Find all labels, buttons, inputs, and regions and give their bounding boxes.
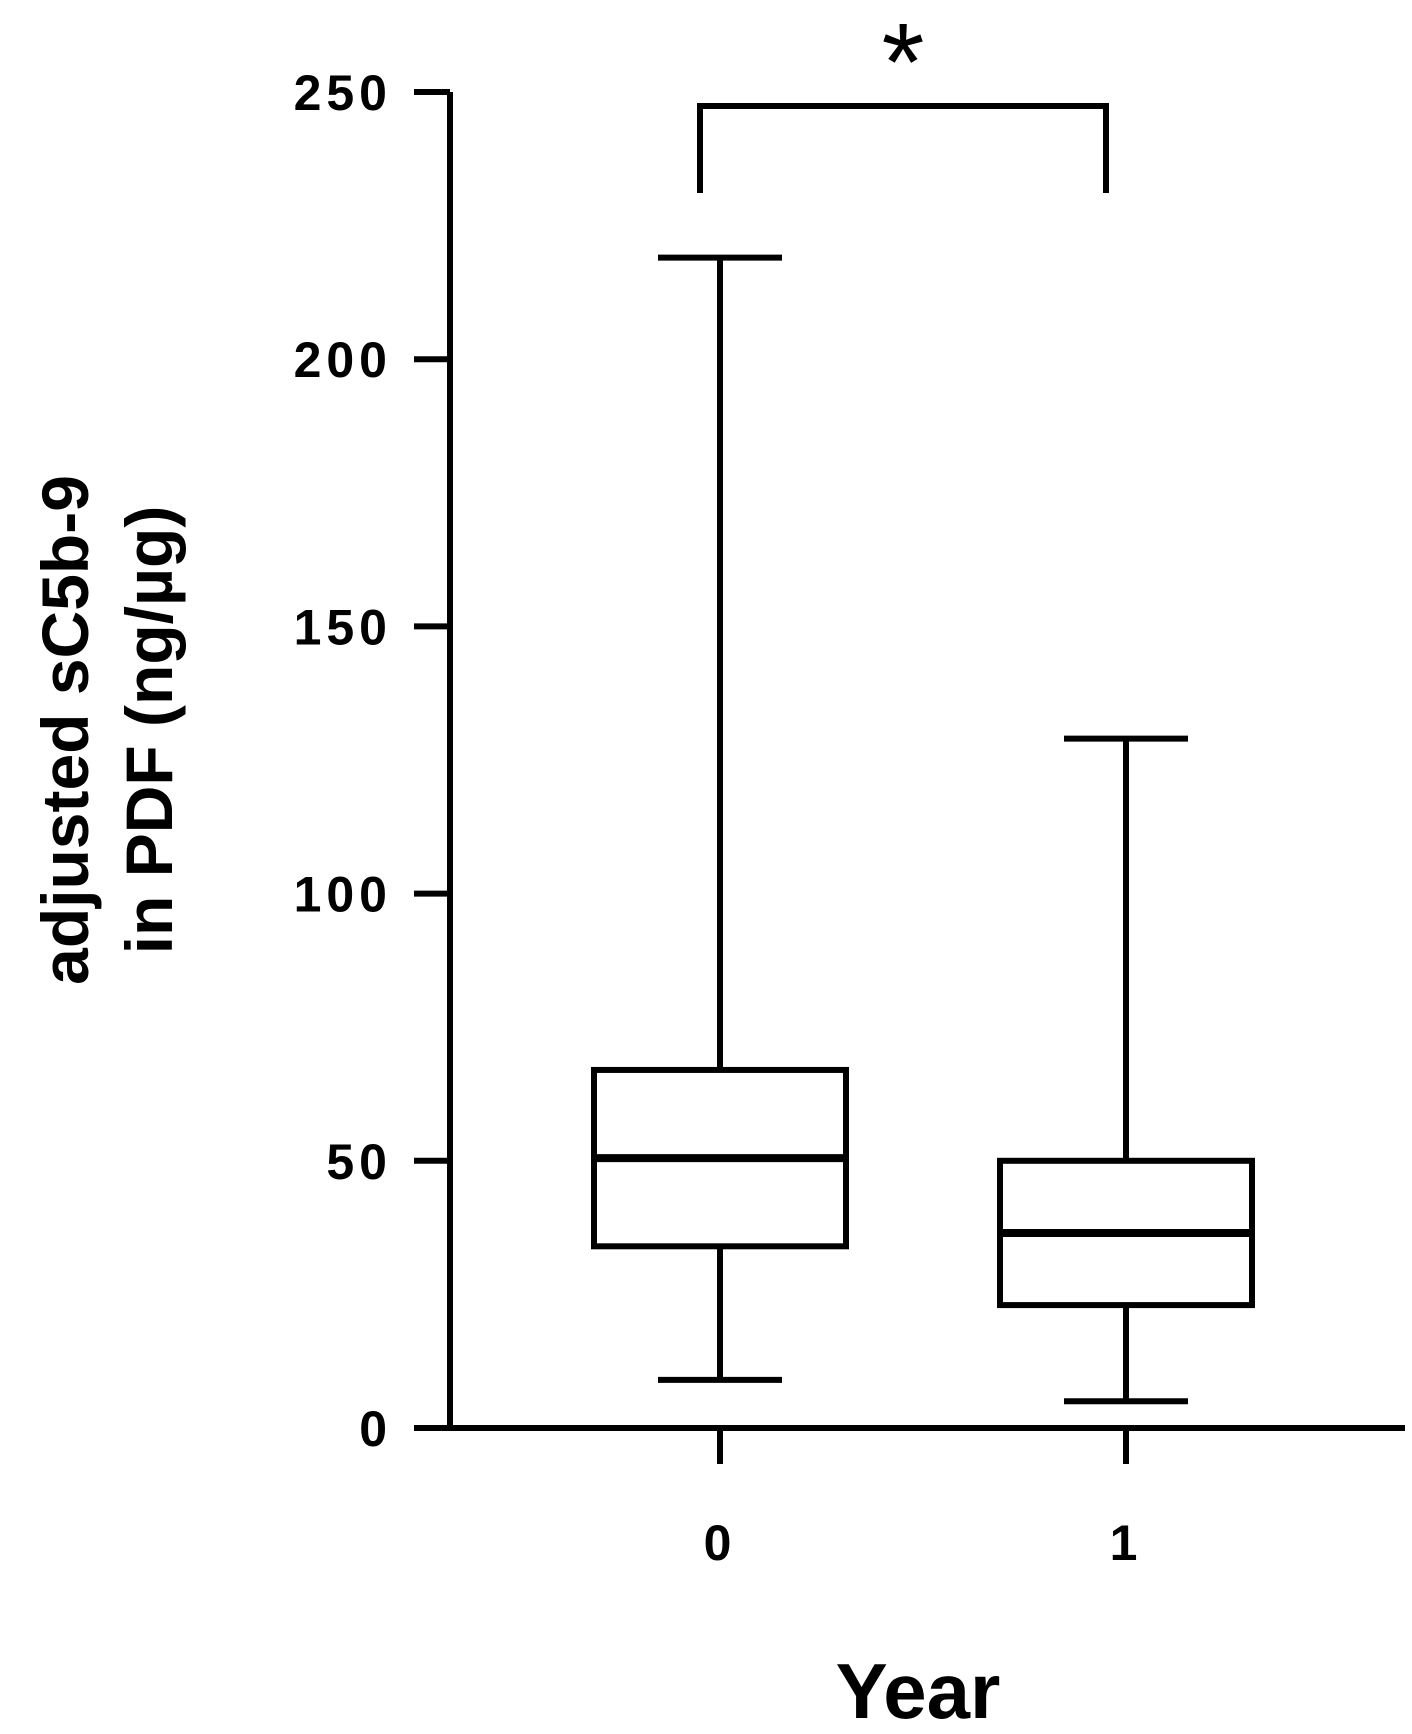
y-axis-label: adjusted sC5b-9 in PDF (ng/µg) bbox=[28, 475, 186, 985]
box-group-year-1 bbox=[997, 735, 1255, 1405]
y-axis-ticks: 0 50 100 150 200 250 bbox=[294, 65, 450, 1457]
y-tick-label: 0 bbox=[359, 1401, 392, 1457]
box-series bbox=[591, 254, 1255, 1405]
y-tick-label: 100 bbox=[294, 867, 392, 923]
y-axis-label-line-1: adjusted sC5b-9 bbox=[28, 475, 102, 985]
significance-annotation: * bbox=[697, 1, 1109, 193]
significance-bracket bbox=[697, 103, 1109, 193]
y-tick-label: 50 bbox=[326, 1134, 392, 1190]
significance-marker: * bbox=[882, 1, 925, 124]
y-axis-label-line-2: in PDF (ng/µg) bbox=[112, 506, 186, 955]
axes bbox=[447, 92, 1405, 1431]
y-tick-label: 200 bbox=[294, 332, 392, 388]
y-tick-label: 250 bbox=[294, 65, 392, 121]
x-axis-label: Year bbox=[836, 1647, 1001, 1734]
x-tick-label: 1 bbox=[1110, 1515, 1143, 1571]
y-tick-label: 150 bbox=[294, 599, 392, 655]
x-tick-label: 0 bbox=[704, 1515, 737, 1571]
box-group-year-0 bbox=[591, 254, 849, 1383]
